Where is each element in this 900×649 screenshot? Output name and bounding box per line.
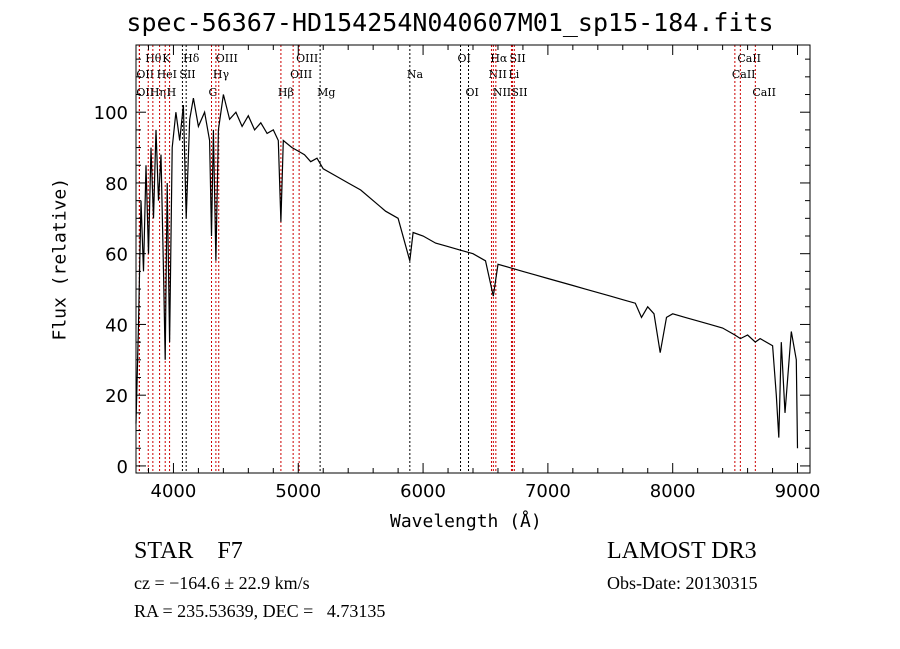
line-marker-label: CaII	[752, 86, 776, 99]
y-tick-label: 80	[105, 174, 128, 195]
line-marker-label: OIII	[296, 52, 318, 65]
redshift-cz: cz = −164.6 ± 22.9 km/s	[134, 573, 310, 593]
line-marker-label: CaII	[732, 68, 756, 81]
line-marker-label: Hδ	[183, 52, 200, 65]
line-marker-label: NII	[493, 86, 511, 99]
y-tick-label: 0	[117, 457, 128, 478]
line-marker-label: K	[162, 52, 171, 65]
line-marker-label: Hβ	[278, 86, 294, 99]
line-marker-label: G	[209, 86, 218, 99]
line-marker-label: OII	[136, 86, 154, 99]
line-marker-label: SII	[179, 68, 195, 81]
line-marker-label: CaII	[737, 52, 761, 65]
line-marker-label: HeI	[157, 68, 177, 81]
line-marker-label: Hγ	[213, 68, 230, 81]
y-tick-label: 40	[105, 315, 128, 336]
line-marker-label: OII	[136, 68, 154, 81]
coordinates: RA = 235.53639, DEC = 4.73135	[134, 601, 386, 621]
line-marker-label: Hα	[490, 52, 508, 65]
line-marker-label: SII	[509, 52, 525, 65]
line-marker-label: Hη	[150, 86, 166, 99]
x-tick-label: 5000	[275, 481, 321, 502]
line-marker-label: Mg	[317, 86, 335, 99]
x-tick-label: 8000	[650, 481, 696, 502]
line-marker-label: OI	[458, 52, 471, 65]
plot-frame	[135, 44, 811, 474]
survey-name: LAMOST DR3	[607, 538, 757, 564]
y-tick-label: 20	[105, 386, 128, 407]
x-axis-label: Wavelength (Å)	[390, 511, 542, 532]
line-marker-label: OI	[466, 86, 479, 99]
x-tick-label: 6000	[400, 481, 446, 502]
x-tick-label: 4000	[151, 481, 197, 502]
line-marker-label: NII	[488, 68, 506, 81]
line-marker-label: OIII	[290, 68, 312, 81]
line-marker-label: H	[167, 86, 177, 99]
y-tick-label: 60	[105, 245, 128, 266]
x-tick-label: 9000	[775, 481, 821, 502]
line-marker-label: OIII	[216, 52, 238, 65]
x-tick-label: 7000	[525, 481, 571, 502]
object-class: STAR F7	[134, 538, 243, 564]
obs-date: Obs-Date: 20130315	[607, 573, 758, 593]
y-axis-label: Flux (relative)	[49, 177, 71, 341]
line-marker-label: Na	[407, 68, 424, 81]
line-marker-label: SII	[511, 86, 527, 99]
spectrum-line	[135, 94, 799, 449]
chart-title: spec-56367-HD154254N040607M01_sp15-184.f…	[126, 8, 774, 37]
line-marker-label: Hθ	[145, 52, 162, 65]
y-tick-label: 100	[94, 103, 128, 124]
